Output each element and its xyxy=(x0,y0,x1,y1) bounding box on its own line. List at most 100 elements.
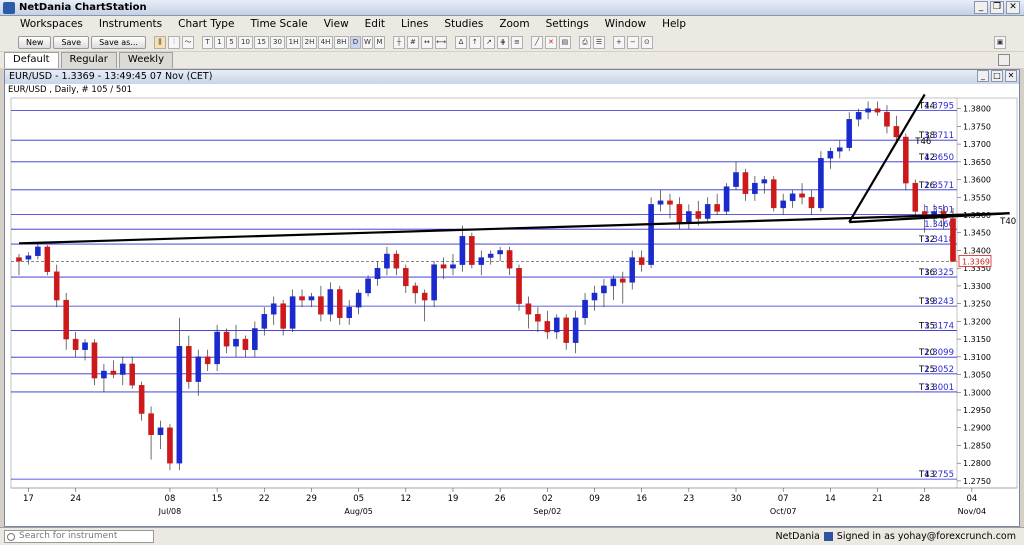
level-value: 1.3325 xyxy=(924,268,954,278)
menu-settings[interactable]: Settings xyxy=(545,18,589,30)
zoom-in-icon[interactable]: + xyxy=(612,35,625,49)
new-button[interactable]: New xyxy=(18,35,52,49)
time-tick-label: 28 xyxy=(919,494,930,504)
zoom-reset-icon[interactable]: ⊙ xyxy=(640,35,653,49)
tab-regular[interactable]: Regular xyxy=(60,52,117,68)
arrow-draw-icon[interactable]: ↗ xyxy=(482,35,495,49)
restore-icon[interactable]: ❐ xyxy=(990,1,1004,14)
search-icon xyxy=(7,533,15,541)
level-value: 1.3174 xyxy=(924,322,954,332)
menu-studies[interactable]: Studies xyxy=(444,18,484,30)
time-tick-label: 23 xyxy=(683,494,694,504)
candle-body xyxy=(808,197,815,209)
timescale-m-button[interactable]: M xyxy=(373,35,385,49)
delete-icon[interactable]: ✕ xyxy=(544,35,557,49)
timescale-4h-button[interactable]: 4H xyxy=(317,35,333,49)
candle-body xyxy=(25,255,32,260)
price-tick-label: 1.3150 xyxy=(963,335,991,344)
candle-body xyxy=(393,253,400,269)
save-button[interactable]: Save xyxy=(53,35,90,49)
tab-options-icon[interactable] xyxy=(998,54,1010,66)
menu-time-scale[interactable]: Time Scale xyxy=(250,18,308,30)
properties-icon[interactable]: ☰ xyxy=(592,35,605,49)
scroll-left-right-icon[interactable]: ↔ xyxy=(420,35,433,49)
print-icon[interactable]: ⎙ xyxy=(578,35,591,49)
trendline-icon[interactable]: ╱ xyxy=(530,35,543,49)
candle-body xyxy=(610,278,617,287)
timescale-5-button[interactable]: 5 xyxy=(225,35,237,49)
minimize-icon[interactable]: _ xyxy=(977,70,989,82)
menu-window[interactable]: Window xyxy=(604,18,647,30)
level-name: T25 xyxy=(918,365,935,375)
text-tool-icon[interactable]: ▤ xyxy=(558,35,571,49)
timescale-d-button[interactable]: D xyxy=(349,35,361,49)
trendline xyxy=(18,212,1010,245)
zoom-out-icon[interactable]: − xyxy=(626,35,639,49)
alert-icon[interactable]: Δ xyxy=(454,35,467,49)
candle-body xyxy=(874,108,881,113)
menu-chart-type[interactable]: Chart Type xyxy=(178,18,235,30)
candle-body xyxy=(676,204,683,223)
time-tick-label: 17 xyxy=(23,494,34,504)
crosshair-icon[interactable]: ┼ xyxy=(392,35,405,49)
candle-body xyxy=(657,200,664,205)
trendline xyxy=(849,212,1010,224)
menu-zoom[interactable]: Zoom xyxy=(499,18,530,30)
timescale-30-button[interactable]: 30 xyxy=(269,35,285,49)
price-tick-label: 1.3250 xyxy=(963,300,991,309)
candle-body xyxy=(336,289,343,319)
maximize-icon[interactable]: □ xyxy=(991,70,1003,82)
candlestick-chart-icon[interactable]: ⫼ xyxy=(153,35,166,49)
menu-view[interactable]: View xyxy=(323,18,349,30)
candle-body xyxy=(16,257,22,262)
candle-body xyxy=(459,236,466,265)
candle-body xyxy=(223,331,230,347)
candle-body xyxy=(761,179,768,184)
trendline-label: T40 xyxy=(999,217,1016,227)
expand-icon[interactable]: ▣ xyxy=(994,36,1006,49)
channel-icon[interactable]: ≡ xyxy=(510,35,523,49)
minimize-icon[interactable]: _ xyxy=(974,1,988,14)
grid-icon[interactable]: # xyxy=(406,35,419,49)
level-value: 1.3795 xyxy=(924,101,954,111)
time-tick-label: 05 xyxy=(353,494,364,504)
tab-weekly[interactable]: Weekly xyxy=(118,52,173,68)
menu-workspaces[interactable]: Workspaces xyxy=(20,18,83,30)
candle-body xyxy=(44,246,51,272)
tab-default[interactable]: Default xyxy=(4,52,59,68)
candle-body xyxy=(525,303,532,315)
search-input[interactable]: Search for instrument xyxy=(4,530,154,543)
trendline-label: T46 xyxy=(914,137,931,147)
timescale-1h-button[interactable]: 1H xyxy=(285,35,301,49)
menu-instruments[interactable]: Instruments xyxy=(98,18,163,30)
menu-edit[interactable]: Edit xyxy=(364,18,385,30)
save-as-button[interactable]: Save as... xyxy=(91,35,146,49)
candle-body xyxy=(770,179,777,209)
candle-body xyxy=(846,119,853,148)
close-icon[interactable]: ✕ xyxy=(1006,1,1020,14)
chart-canvas[interactable]: 1.3800 1.3750 1.3700 1.3650 1.3600 1.3550 1.35… xyxy=(5,70,1019,526)
candle-body xyxy=(818,158,824,209)
line-chart-icon[interactable]: 〜 xyxy=(181,35,194,49)
price-tick-label: 1.2750 xyxy=(963,477,991,486)
timescale-15-button[interactable]: 15 xyxy=(253,35,269,49)
menu-help[interactable]: Help xyxy=(662,18,687,30)
time-tick-label: 08 xyxy=(165,494,176,504)
fibonacci-icon[interactable]: ⋕ xyxy=(496,35,509,49)
menu-bar: Workspaces Instruments Chart Type Time Scal… xyxy=(0,16,1024,33)
arrow-up-icon[interactable]: ↑ xyxy=(468,35,481,49)
timescale-w-button[interactable]: W xyxy=(361,35,373,49)
timescale-1-button[interactable]: 1 xyxy=(213,35,225,49)
timescale-2h-button[interactable]: 2H xyxy=(301,35,317,49)
close-icon[interactable]: ✕ xyxy=(1005,70,1017,82)
timescale-10-button[interactable]: 10 xyxy=(237,35,253,49)
timescale-t-button[interactable]: T xyxy=(201,35,213,49)
month-label: Aug/05 xyxy=(344,507,373,516)
bar-chart-icon[interactable]: ⫶ xyxy=(167,35,180,49)
window-controls: _ ❐ ✕ xyxy=(974,1,1020,14)
fit-icon[interactable]: ⟷ xyxy=(434,35,447,49)
timescale-8h-button[interactable]: 8H xyxy=(333,35,349,49)
current-price-box xyxy=(958,255,992,267)
candle-body xyxy=(35,246,41,256)
menu-lines[interactable]: Lines xyxy=(401,18,429,30)
